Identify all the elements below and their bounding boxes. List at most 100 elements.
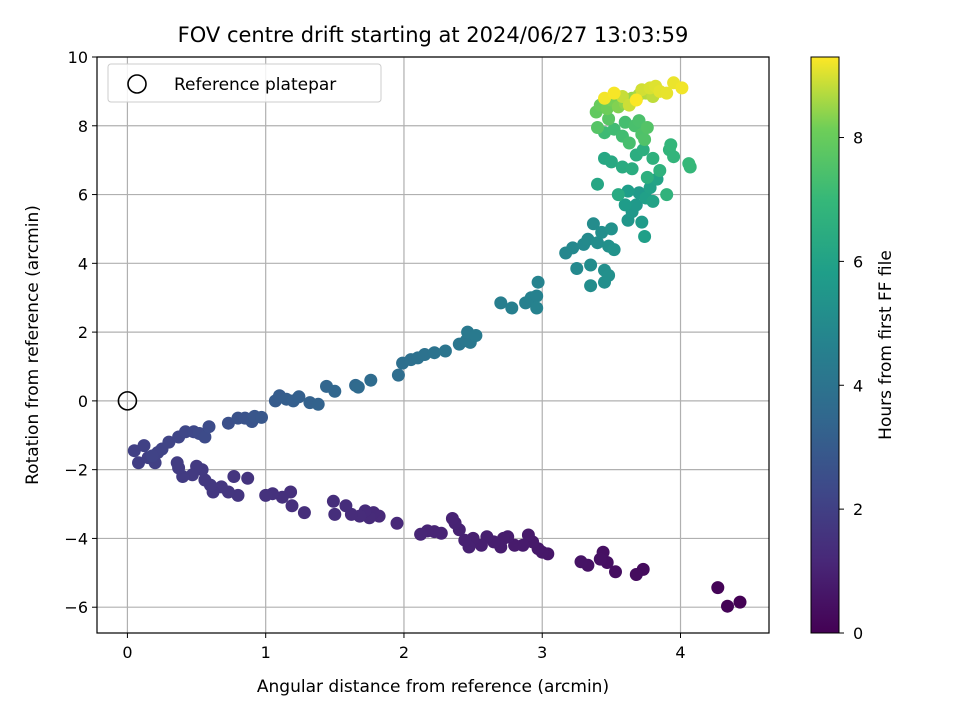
data-point bbox=[364, 373, 378, 387]
colorbar-tick-label: 0 bbox=[853, 624, 863, 643]
data-point bbox=[328, 384, 342, 398]
colorbar-ticks: 0 2 4 6 8 bbox=[839, 129, 863, 643]
chart-title: FOV centre drift starting at 2024/06/27 … bbox=[178, 23, 689, 47]
data-point bbox=[602, 268, 616, 282]
data-point bbox=[328, 507, 342, 521]
data-point bbox=[505, 301, 519, 315]
data-point bbox=[646, 194, 660, 208]
data-point bbox=[469, 329, 483, 342]
data-point bbox=[675, 81, 689, 95]
data-point bbox=[646, 151, 660, 165]
reference-platepar-marker bbox=[117, 391, 138, 411]
y-tick-label: 2 bbox=[78, 323, 88, 342]
legend-reference-marker bbox=[127, 74, 147, 94]
data-point bbox=[591, 236, 604, 250]
data-point bbox=[629, 198, 643, 212]
legend-label-reference: Reference platepar bbox=[174, 75, 336, 95]
y-axis-label: Rotation from reference (arcmin) bbox=[23, 205, 43, 485]
colorbar-tick-label: 4 bbox=[853, 376, 863, 395]
data-point bbox=[458, 533, 472, 547]
data-point bbox=[185, 468, 199, 482]
data-point bbox=[660, 188, 674, 202]
data-point bbox=[418, 348, 432, 361]
data-point bbox=[570, 262, 584, 275]
data-point bbox=[162, 435, 176, 449]
data-point bbox=[259, 488, 273, 502]
data-point bbox=[494, 296, 508, 310]
data-point bbox=[607, 86, 621, 100]
data-point bbox=[170, 456, 184, 470]
data-point bbox=[625, 162, 639, 176]
data-point bbox=[137, 439, 151, 453]
data-point bbox=[292, 390, 306, 404]
data-point bbox=[593, 552, 607, 566]
colorbar-tick-label: 6 bbox=[853, 252, 863, 271]
data-point bbox=[629, 568, 643, 581]
data-point bbox=[391, 368, 405, 382]
y-tick-label: 6 bbox=[78, 186, 88, 205]
data-point bbox=[390, 516, 404, 530]
data-point bbox=[566, 241, 580, 255]
data-point bbox=[427, 346, 441, 360]
data-point bbox=[531, 275, 545, 289]
data-point bbox=[733, 595, 747, 609]
legend-box bbox=[107, 63, 382, 103]
data-point bbox=[711, 581, 725, 595]
data-point bbox=[521, 528, 535, 542]
data-point bbox=[584, 279, 598, 293]
data-point bbox=[438, 344, 452, 358]
x-tick-label: 4 bbox=[675, 643, 685, 662]
colorbar-label: Hours from first FF file bbox=[876, 250, 896, 440]
data-point bbox=[445, 512, 459, 525]
data-point bbox=[682, 157, 696, 171]
data-points bbox=[127, 76, 747, 613]
data-point bbox=[351, 380, 365, 394]
data-point bbox=[297, 506, 311, 520]
y-tick-label: 8 bbox=[78, 117, 88, 136]
data-point bbox=[638, 133, 652, 146]
data-point bbox=[574, 555, 588, 569]
data-point bbox=[241, 471, 255, 485]
data-point bbox=[285, 499, 299, 513]
data-point bbox=[721, 599, 734, 613]
data-point bbox=[609, 565, 622, 579]
data-point bbox=[591, 121, 604, 134]
colorbar-tick-label: 2 bbox=[853, 500, 863, 519]
data-point bbox=[640, 170, 654, 184]
data-point bbox=[604, 155, 618, 169]
data-point bbox=[622, 136, 636, 150]
data-point bbox=[667, 150, 681, 164]
data-point bbox=[618, 198, 632, 212]
x-tick-label: 2 bbox=[399, 643, 409, 662]
data-point bbox=[591, 177, 604, 191]
data-point bbox=[145, 449, 159, 463]
data-point bbox=[311, 397, 325, 411]
data-point bbox=[586, 217, 600, 231]
y-tick-label: 10 bbox=[68, 48, 88, 67]
data-point bbox=[615, 160, 629, 174]
data-point bbox=[604, 222, 618, 236]
data-point bbox=[664, 138, 678, 152]
data-point bbox=[227, 470, 241, 483]
data-point bbox=[326, 494, 340, 508]
data-point bbox=[202, 420, 216, 434]
data-point bbox=[611, 188, 625, 202]
data-point bbox=[132, 456, 145, 470]
x-tick-label: 3 bbox=[537, 643, 547, 662]
x-tick-label: 0 bbox=[122, 643, 132, 662]
data-point bbox=[598, 91, 611, 105]
colorbar-tick-label: 8 bbox=[853, 129, 863, 148]
y-tick-label: −6 bbox=[64, 598, 88, 617]
data-point bbox=[198, 473, 212, 487]
data-point bbox=[638, 230, 652, 243]
data-point bbox=[635, 215, 649, 229]
data-point bbox=[653, 164, 667, 177]
y-tick-label: −4 bbox=[64, 529, 88, 548]
y-axis-ticks: −6 −4 −2 0 2 4 6 8 10 bbox=[64, 48, 97, 617]
data-point bbox=[640, 121, 654, 134]
data-point bbox=[255, 410, 268, 424]
data-point bbox=[636, 143, 650, 157]
legend: Reference platepar bbox=[107, 63, 382, 103]
